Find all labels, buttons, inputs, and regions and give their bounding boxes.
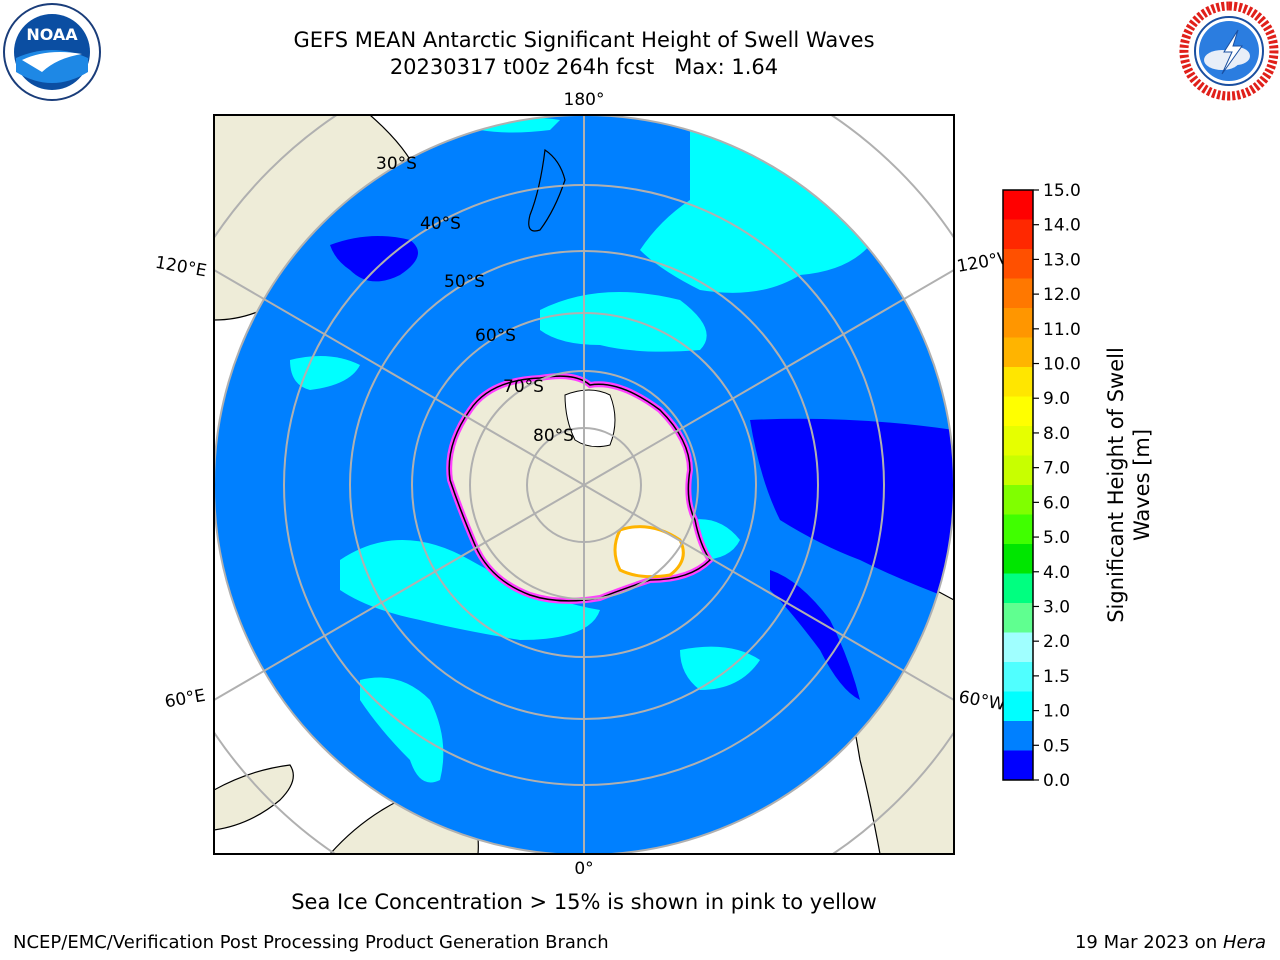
colorbar-tick-label: 2.0 (1043, 632, 1070, 652)
lon-label-0: 0° (574, 859, 593, 879)
lon-label-60e: 60°E (163, 686, 207, 713)
colorbar-band (1003, 573, 1033, 604)
colorbar-tick-label: 1.0 (1043, 702, 1070, 722)
graticule (214, 115, 954, 854)
colorbar-label: Significant Height of Swell Waves [m] (1104, 347, 1154, 623)
colorbar-tick-label: 8.0 (1043, 424, 1070, 444)
lat-label-60s: 60°S (475, 326, 516, 346)
colorbar-band (1003, 544, 1033, 574)
noaa-logo: NOAA (3, 3, 101, 101)
colorbar-tick-label: 6.0 (1043, 493, 1070, 513)
ross-ice-shelf (564, 389, 616, 448)
swell-patch (640, 130, 880, 293)
colorbar-band (1003, 396, 1033, 427)
map-frame (213, 114, 955, 855)
low-swell-zone (770, 570, 860, 700)
colorbar-band (1003, 750, 1033, 781)
colorbar-band (1003, 249, 1033, 279)
colorbar-band (1003, 691, 1033, 722)
new-zealand-landmass (528, 148, 566, 232)
colorbar-tick-label: 10.0 (1043, 355, 1081, 375)
colorbar-label-line2: Waves [m] (1130, 429, 1154, 541)
lat-label-70s: 70°S (503, 377, 544, 397)
colorbar-band (1003, 662, 1033, 692)
colorbar-tick-label: 13.0 (1043, 250, 1081, 270)
colorbar-tick-label: 1.5 (1043, 667, 1070, 687)
colorbar-tick-label: 0.0 (1043, 771, 1070, 790)
colorbar-tick-label: 12.0 (1043, 285, 1081, 305)
colorbar-band (1003, 632, 1033, 663)
colorbar-tick-label: 15.0 (1043, 181, 1081, 201)
forecast-info: 20230317 t00z 264h fcst Max: 1.64 (389, 55, 779, 79)
colorbar-tick-label: 0.5 (1043, 736, 1070, 756)
colorbar-band (1003, 721, 1033, 751)
swell-patch (290, 356, 360, 390)
low-swell-zone (750, 418, 954, 600)
colorbar-ticks: 15.0 14.0 13.0 12.0 11.0 10.0 9.0 8.0 7.0 6.0 5.0 4… (1033, 181, 1081, 790)
sea-ice-note: Sea Ice Concentration > 15% is shown in … (291, 890, 877, 914)
colorbar-band (1003, 337, 1033, 368)
colorbar-band (1003, 367, 1033, 397)
lat-label-80s: 80°S (533, 426, 574, 446)
colorbar-band (1003, 426, 1033, 456)
colorbar-tick-label: 5.0 (1043, 528, 1070, 548)
colorbar-bands (1003, 190, 1033, 781)
colorbar-label-line1: Significant Height of Swell (1104, 347, 1128, 623)
low-swell-zone (330, 236, 418, 282)
madagascar-landmass (214, 764, 294, 831)
colorbar-tick-label: 9.0 (1043, 389, 1070, 409)
colorbar-band (1003, 219, 1033, 250)
colorbar-band (1003, 190, 1033, 220)
footer-date-text: 19 Mar 2023 on (1074, 932, 1223, 953)
footer-host: Hera (1222, 932, 1266, 953)
chart-title: GEFS MEAN Antarctic Significant Height o… (293, 28, 875, 52)
footer-date: 19 Mar 2023 on Hera (1075, 932, 1266, 953)
colorbar-tick-label: 7.0 (1043, 459, 1070, 479)
footer-credit: NCEP/EMC/Verification Post Processing Pr… (13, 932, 609, 953)
colorbar-band (1003, 308, 1033, 338)
lon-label-120e: 120°E (154, 253, 208, 282)
national-weather-service-logo (1179, 1, 1279, 101)
lat-label-30s: 30°S (376, 154, 417, 174)
colorbar-tick-label: 4.0 (1043, 563, 1070, 583)
weddell-ice-shelf (613, 525, 685, 579)
colorbar-tick-label: 14.0 (1043, 216, 1081, 236)
colorbar-band (1003, 514, 1033, 545)
swell-patch (540, 292, 707, 352)
swell-patch (680, 646, 760, 690)
colorbar-tick-label: 3.0 (1043, 597, 1070, 617)
colorbar-band (1003, 485, 1033, 515)
colorbar-frame (1002, 189, 1034, 781)
colorbar-tick-label: 11.0 (1043, 320, 1081, 340)
swell-patch (340, 540, 600, 640)
lat-label-50s: 50°S (444, 272, 485, 292)
colorbar-band (1003, 278, 1033, 309)
colorbar-band (1003, 603, 1033, 633)
colorbar-band (1003, 455, 1033, 486)
noaa-logo-text: NOAA (26, 25, 78, 44)
lon-label-180: 180° (564, 90, 605, 110)
colorbar: 15.0 14.0 13.0 12.0 11.0 10.0 9.0 8.0 7.0 6.0 5.0 4… (1002, 181, 1081, 790)
chart-subtitle: 20230317 t00z 264h fcst Max: 1.64 (184, 54, 984, 80)
swell-patch (360, 677, 444, 783)
lat-label-40s: 40°S (420, 214, 461, 234)
